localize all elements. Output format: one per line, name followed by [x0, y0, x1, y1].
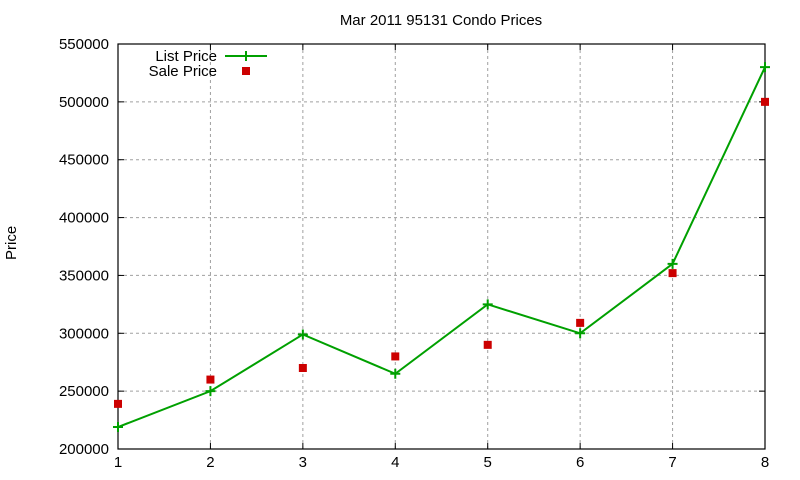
y-tick-label: 300000	[59, 325, 109, 342]
x-tick-label: 6	[576, 454, 584, 471]
legend-label: Sale Price	[149, 63, 217, 80]
legend-label: List Price	[155, 48, 217, 65]
legend-cross-marker	[241, 51, 251, 61]
list-price-marker	[390, 368, 401, 379]
axes	[117, 43, 766, 450]
y-axis-label: Price	[3, 225, 20, 260]
y-tick-label: 350000	[59, 267, 109, 284]
list-price-marker	[760, 62, 770, 73]
x-tick-label: 4	[391, 454, 399, 471]
x-tick-label: 8	[761, 454, 769, 471]
x-tick-label: 1	[114, 454, 122, 471]
sale-price-marker	[668, 269, 677, 278]
y-tick-label: 550000	[59, 36, 109, 53]
x-tick-label: 5	[484, 454, 492, 471]
list-price-marker	[297, 329, 308, 340]
list-price-line	[117, 66, 766, 428]
sale-price-marker	[576, 318, 585, 327]
list-price-marker	[482, 299, 493, 310]
y-tick-label: 200000	[59, 441, 109, 458]
y-tick-label: 500000	[59, 94, 109, 111]
y-tick-label: 250000	[59, 383, 109, 400]
sale-price-marker	[114, 399, 122, 408]
list-price-marker	[575, 328, 586, 339]
x-tick-label: 3	[299, 454, 307, 471]
list-price-marker	[205, 386, 216, 397]
y-tick-label: 400000	[59, 210, 109, 227]
sale-price-marker	[206, 375, 215, 384]
sale-price-marker	[483, 340, 492, 349]
tick-labels: 200000 250000 300000 350000 400000 450000 5000…	[59, 36, 769, 471]
x-tick-label: 2	[206, 454, 214, 471]
sale-price-marker	[391, 352, 400, 361]
x-tick-label: 7	[668, 454, 676, 471]
sale-price-marker	[761, 97, 769, 106]
y-tick-label: 450000	[59, 152, 109, 169]
list-price-marker	[113, 422, 123, 433]
list-price-marker	[667, 258, 678, 269]
plot-frame	[117, 43, 766, 450]
chart-title: Mar 2011 95131 Condo Prices	[339, 12, 543, 29]
data-series	[113, 62, 770, 433]
sale-price-marker	[298, 364, 307, 372]
legend-square-marker	[242, 67, 250, 75]
